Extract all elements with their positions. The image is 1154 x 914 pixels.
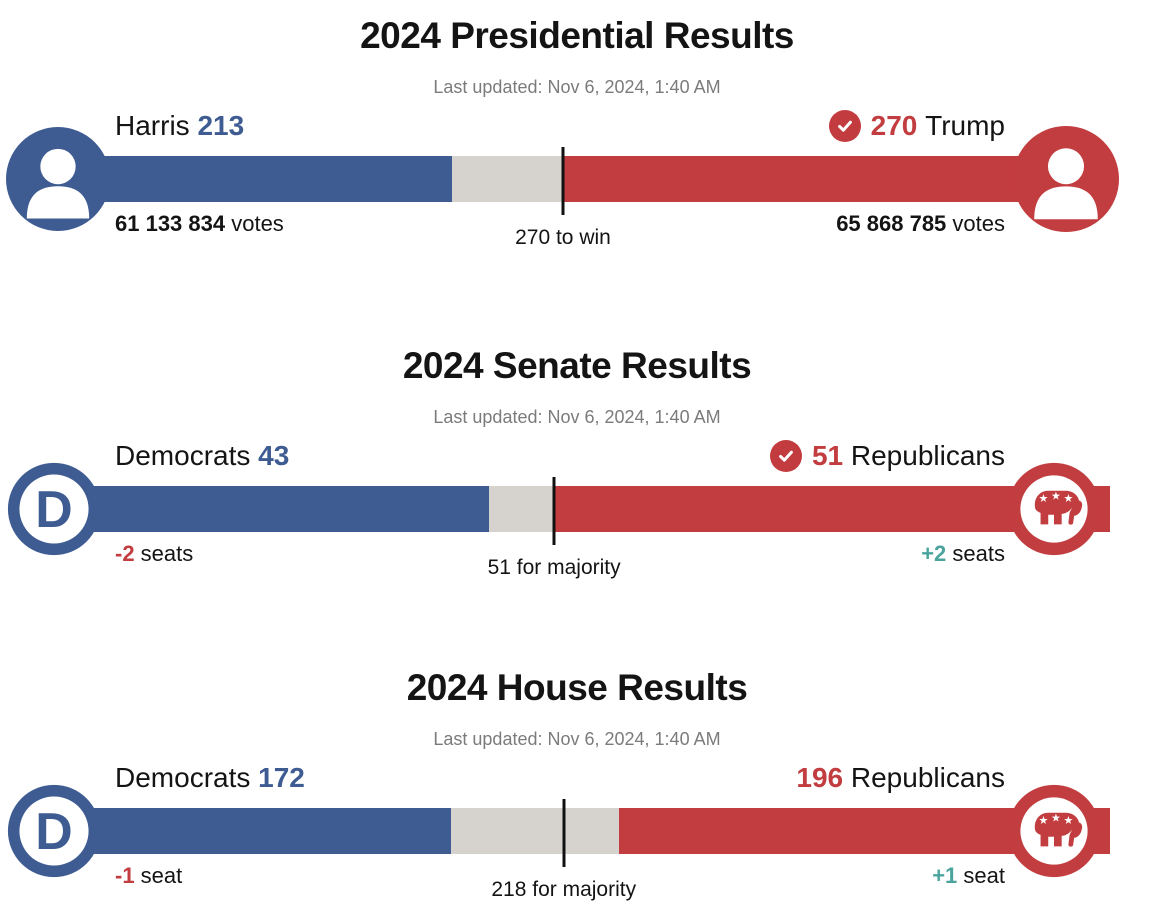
democratic-party-logo: D	[6, 461, 102, 557]
harris-name: Harris	[115, 110, 190, 141]
trump-votes-note: 65 868 785 votes	[836, 211, 1005, 236]
presidential-bar-track	[20, 147, 1110, 215]
presidential-last-updated: Last updated: Nov 6, 2024, 1:40 AM	[433, 77, 721, 97]
winner-check-icon	[828, 110, 861, 142]
harris-electoral-votes: 213	[197, 110, 245, 141]
senate-republicans-change: +2 seats	[921, 541, 1005, 566]
senate-notes: -2 seats 51 for majority +2 seats	[0, 538, 1154, 584]
house-republicans-change: +1 seat	[932, 863, 1005, 888]
harris-photo	[6, 127, 110, 231]
senate-democrats-label: Democrats 43	[115, 440, 290, 471]
senate-party-labels: Democrats 43 51 Republicans	[0, 436, 1154, 476]
svg-text:D: D	[35, 802, 72, 860]
trump-photo	[1013, 126, 1119, 232]
senate-republicans-label: 51 Republicans	[769, 436, 1005, 476]
house-bar-track	[20, 799, 1110, 867]
majority-tick	[561, 147, 565, 215]
house-bar: D	[0, 784, 1154, 878]
winner-check-icon	[769, 440, 802, 472]
democratic-party-logo: D	[6, 783, 102, 879]
harris-votes-note: 61 133 834 votes	[115, 211, 284, 236]
trump-electoral-votes: 270	[870, 110, 918, 141]
house-republicans-seats: 196	[796, 762, 844, 793]
senate-bar: D	[0, 462, 1154, 556]
tick-label: 51 for majority	[487, 556, 621, 579]
trump-label: 270 Trump	[828, 106, 1005, 146]
house-democrats-change: -1 seat	[115, 863, 183, 888]
presidential-results-section: 2024 Presidential Results Last updated: …	[0, 0, 1154, 254]
svg-text:D: D	[35, 480, 72, 538]
tick-label: 270 to win	[515, 226, 611, 249]
house-title: 2024 House Results	[406, 667, 748, 708]
presidential-candidate-labels: Harris 213 270 Trump	[0, 106, 1154, 146]
house-party-labels: Democrats 172 196 Republicans	[0, 758, 1154, 798]
senate-democrats-change: -2 seats	[115, 541, 194, 566]
trump-name	[917, 106, 925, 146]
presidential-bar	[0, 126, 1154, 232]
senate-bar-track	[20, 477, 1110, 545]
senate-title: 2024 Senate Results	[402, 345, 752, 386]
house-results-section: 2024 House Results Last updated: Nov 6, …	[0, 584, 1154, 906]
house-last-updated: Last updated: Nov 6, 2024, 1:40 AM	[433, 729, 721, 749]
harris-label: Harris 213	[115, 106, 244, 146]
senate-results-section: 2024 Senate Results Last updated: Nov 6,…	[0, 254, 1154, 584]
senate-last-updated: Last updated: Nov 6, 2024, 1:40 AM	[433, 407, 721, 427]
senate-democrats-seats: 43	[258, 440, 290, 471]
presidential-notes: 61 133 834 votes 270 to win 65 868 785 v…	[0, 208, 1154, 254]
house-democrats-label: Democrats 172	[115, 762, 305, 793]
majority-tick	[552, 477, 556, 545]
presidential-title: 2024 Presidential Results	[360, 15, 794, 56]
house-notes: -1 seat 218 for majority +1 seat	[0, 860, 1154, 906]
house-republicans-label: 196 Republicans	[796, 758, 1005, 798]
republican-party-logo	[1006, 461, 1102, 557]
tick-label: 218 for majority	[491, 878, 637, 901]
house-democrats-seats: 172	[258, 762, 305, 793]
majority-tick	[562, 799, 566, 867]
senate-republicans-seats: 51	[811, 440, 844, 471]
republican-party-logo	[1006, 783, 1102, 879]
